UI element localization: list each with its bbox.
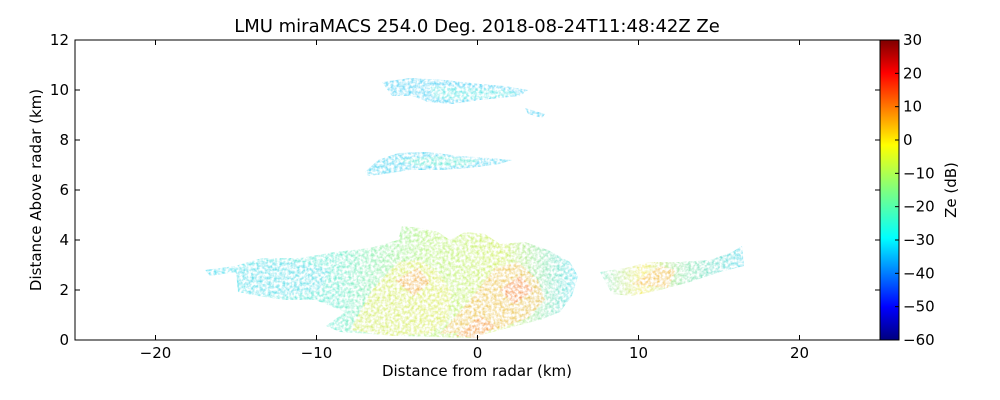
colorbar-ticks: 30 20 10 0 −10 −20 −30 −40 −50 −60 xyxy=(895,31,935,349)
x-axis-label: Distance from radar (km) xyxy=(382,362,572,380)
colorbar: 30 20 10 0 −10 −20 −30 −40 −50 −60 Ze (dB) xyxy=(879,31,960,349)
chart-title-group: LMU miraMACS 254.0 Deg. 2018-08-24T11:48… xyxy=(234,16,720,37)
colorbar-tick-label: −30 xyxy=(903,231,935,249)
colorbar-tick-label: 20 xyxy=(903,64,922,82)
y-tick-label: 0 xyxy=(59,331,69,349)
echo-mid-cloud xyxy=(365,152,512,176)
x-tick-label: −20 xyxy=(140,344,172,362)
y-tick-label: 2 xyxy=(59,281,69,299)
colorbar-gradient xyxy=(879,39,900,341)
x-tick-label: 20 xyxy=(790,344,809,362)
echo-layer xyxy=(205,78,744,338)
y-tick-label: 4 xyxy=(59,231,69,249)
colorbar-label: Ze (dB) xyxy=(942,162,960,218)
colorbar-tick-label: −20 xyxy=(903,198,935,216)
y-tick-label: 8 xyxy=(59,131,69,149)
y-tick-label: 10 xyxy=(50,81,69,99)
echo-upper-cloud xyxy=(382,78,545,118)
y-axis: 0 2 4 6 8 10 12 xyxy=(50,31,880,349)
colorbar-tick-label: −40 xyxy=(903,264,935,282)
colorbar-tick-label: −60 xyxy=(903,331,935,349)
echo-main-precip xyxy=(205,226,578,338)
colorbar-tick-label: −50 xyxy=(903,298,935,316)
colorbar-tick-label: 0 xyxy=(903,131,913,149)
colorbar-tick-label: 30 xyxy=(903,31,922,49)
colorbar-tick-label: 10 xyxy=(903,98,922,116)
y-tick-label: 12 xyxy=(50,31,69,49)
echo-right-band xyxy=(600,246,744,296)
chart-title: LMU miraMACS 254.0 Deg. 2018-08-24T11:48… xyxy=(234,16,720,37)
x-tick-label: 10 xyxy=(629,344,648,362)
y-tick-label: 6 xyxy=(59,181,69,199)
x-tick-label: 0 xyxy=(473,344,483,362)
y-axis-label: Distance Above radar (km) xyxy=(27,89,45,291)
x-tick-label: −10 xyxy=(301,344,333,362)
colorbar-tick-label: −10 xyxy=(903,164,935,182)
x-axis: −20 −10 0 10 20 xyxy=(140,40,809,362)
